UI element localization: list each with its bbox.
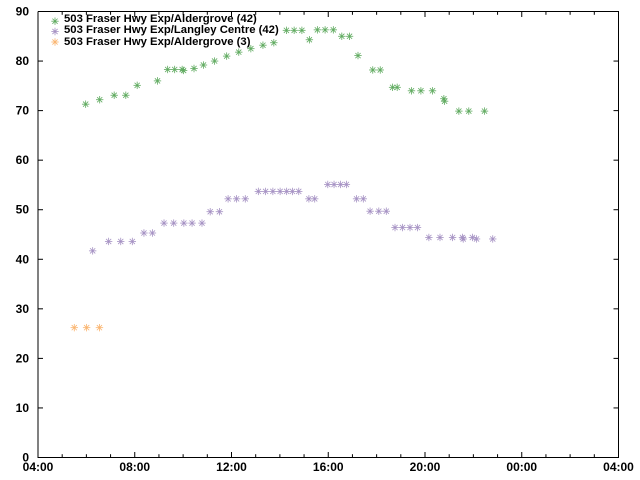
- svg-text:90: 90: [16, 5, 30, 19]
- svg-text:70: 70: [16, 104, 30, 118]
- svg-text:20: 20: [16, 351, 30, 365]
- svg-text:80: 80: [16, 54, 30, 68]
- svg-text:20:00: 20:00: [410, 460, 441, 474]
- svg-text:04:00: 04:00: [603, 460, 634, 474]
- svg-text:10: 10: [16, 401, 30, 415]
- svg-text:40: 40: [16, 252, 30, 266]
- svg-text:16:00: 16:00: [313, 460, 344, 474]
- svg-text:08:00: 08:00: [119, 460, 150, 474]
- svg-text:60: 60: [16, 153, 30, 167]
- svg-text:12:00: 12:00: [216, 460, 247, 474]
- svg-text:50: 50: [16, 203, 30, 217]
- svg-text:30: 30: [16, 302, 30, 316]
- svg-text:04:00: 04:00: [23, 460, 54, 474]
- svg-text:00:00: 00:00: [506, 460, 537, 474]
